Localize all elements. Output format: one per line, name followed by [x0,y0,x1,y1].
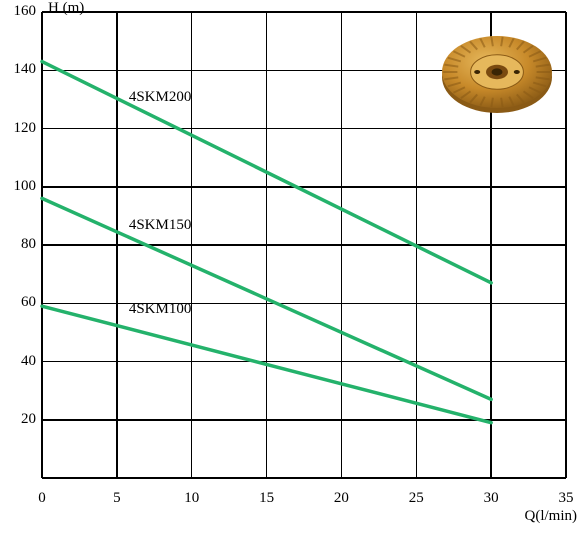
y-tick-label: 60 [21,294,36,311]
series-label-4SKM200: 4SKM200 [129,89,192,106]
series-line-4SKM200 [42,62,491,283]
x-tick-label: 0 [38,490,46,507]
x-tick-label: 35 [559,490,574,507]
x-tick-label: 10 [184,490,199,507]
series-line-4SKM100 [42,306,491,423]
series-label-4SKM100: 4SKM100 [129,301,192,318]
x-tick-label: 25 [409,490,424,507]
series-label-4SKM150: 4SKM150 [129,217,192,234]
y-tick-label: 100 [14,178,37,195]
pump-curve-chart: H (m) Q(l/min) 0510152025303520406080100… [0,0,583,543]
y-tick-label: 120 [14,120,37,137]
y-tick-label: 80 [21,236,36,253]
x-tick-label: 30 [484,490,499,507]
x-tick-label: 15 [259,490,274,507]
x-axis-title: Q(l/min) [525,508,578,525]
y-tick-label: 160 [14,3,37,20]
y-tick-label: 20 [21,411,36,428]
y-tick-label: 40 [21,353,36,370]
x-tick-label: 5 [113,490,121,507]
series-line-4SKM150 [42,198,491,399]
y-tick-label: 140 [14,61,37,78]
impeller-icon [437,22,557,117]
brass-impeller-image [437,22,557,117]
x-tick-label: 20 [334,490,349,507]
